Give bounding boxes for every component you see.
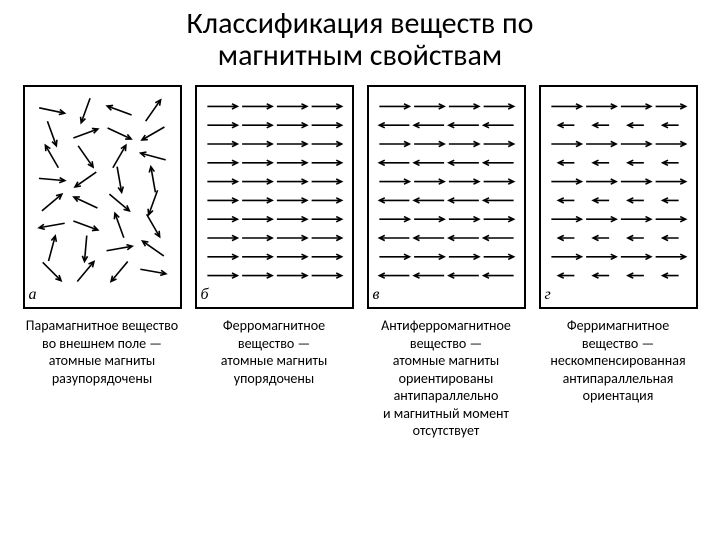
caption-line: ориентация (550, 387, 685, 405)
panel-b-label: б (201, 286, 209, 304)
title-line-1: Классификация веществ по (0, 8, 720, 40)
panel-v-box: в (367, 85, 526, 309)
panel-g: г Ферримагнитноевещество —нескомпенсиров… (536, 85, 700, 440)
caption-line: Ферримагнитное (550, 317, 685, 335)
panel-a-label: а (29, 286, 37, 304)
panel-b-arrows (197, 87, 352, 307)
panel-g-box: г (539, 85, 698, 309)
panel-v-label: в (373, 286, 380, 304)
panel-a: а Парамагнитное веществово внешнем поле … (20, 85, 184, 440)
title-line-2: магнитным свойствам (0, 40, 720, 72)
caption-line: Ферромагнитное (221, 317, 328, 335)
caption-line: атомные магниты (26, 352, 178, 370)
caption-line: атомные магниты (381, 352, 511, 370)
panel-v-caption: Антиферромагнитноевещество —атомные магн… (381, 317, 511, 440)
panel-b-box: б (195, 85, 354, 309)
caption-line: упорядочены (221, 370, 328, 388)
panel-g-caption: Ферримагнитноевещество —нескомпенсирован… (550, 317, 685, 405)
caption-line: нескомпенсированная (550, 352, 685, 370)
panel-a-box: а (23, 85, 182, 309)
panel-v-arrows (369, 87, 524, 307)
caption-line: во внешнем поле — (26, 335, 178, 353)
caption-line: разупорядочены (26, 370, 178, 388)
panel-b-caption: Ферромагнитноевещество —атомные магнитыу… (221, 317, 328, 387)
caption-line: антипараллельная (550, 370, 685, 388)
panels-row: а Парамагнитное веществово внешнем поле … (0, 85, 720, 440)
caption-line: атомные магниты (221, 352, 328, 370)
panel-b: б Ферромагнитноевещество —атомные магнит… (192, 85, 356, 440)
panel-a-caption: Парамагнитное веществово внешнем поле —а… (26, 317, 178, 387)
caption-line: ориентированы (381, 370, 511, 388)
caption-line: отсутствует (381, 422, 511, 440)
caption-line: вещество — (221, 335, 328, 353)
panel-g-arrows (541, 87, 696, 307)
panel-a-arrows (25, 87, 180, 307)
panel-v: в Антиферромагнитноевещество —атомные ма… (364, 85, 528, 440)
caption-line: Парамагнитное вещество (26, 317, 178, 335)
caption-line: и магнитный момент (381, 405, 511, 423)
caption-line: вещество — (550, 335, 685, 353)
page-title: Классификация веществ по магнитным свойс… (0, 8, 720, 71)
caption-line: антипараллельно (381, 387, 511, 405)
caption-line: Антиферромагнитное (381, 317, 511, 335)
panel-g-label: г (545, 286, 551, 304)
caption-line: вещество — (381, 335, 511, 353)
